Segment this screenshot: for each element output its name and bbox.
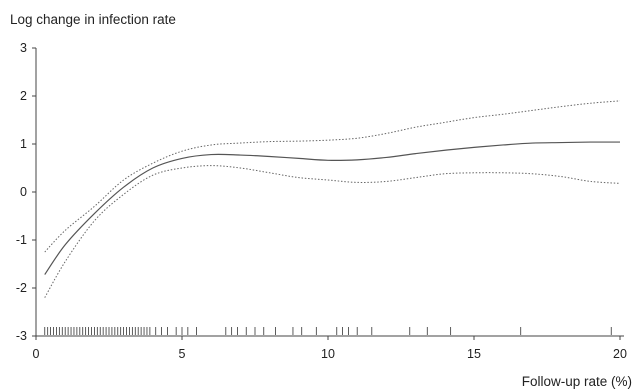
- x-axis-title: Follow-up rate (%): [521, 374, 632, 389]
- x-tick-label: 20: [613, 347, 627, 361]
- y-tick-label: 1: [20, 137, 27, 151]
- x-tick-label: 5: [179, 347, 186, 361]
- confidence-band-line: [44, 165, 621, 298]
- y-tick-label: -1: [16, 233, 27, 247]
- x-tick-label: 0: [33, 347, 40, 361]
- y-tick-label: 0: [20, 185, 27, 199]
- series-lines: [44, 100, 621, 298]
- x-tick-label: 15: [467, 347, 481, 361]
- y-tick-label: 3: [20, 41, 27, 55]
- y-tick-label: -3: [16, 329, 27, 343]
- y-axis-title: Log change in infection rate: [10, 12, 176, 27]
- x-tick-label: 10: [321, 347, 335, 361]
- y-tick-label: 2: [20, 89, 27, 103]
- y-tick-label: -2: [16, 281, 27, 295]
- estimate-line: [44, 141, 621, 275]
- rug-marks: [44, 327, 612, 335]
- confidence-band-line: [44, 100, 621, 253]
